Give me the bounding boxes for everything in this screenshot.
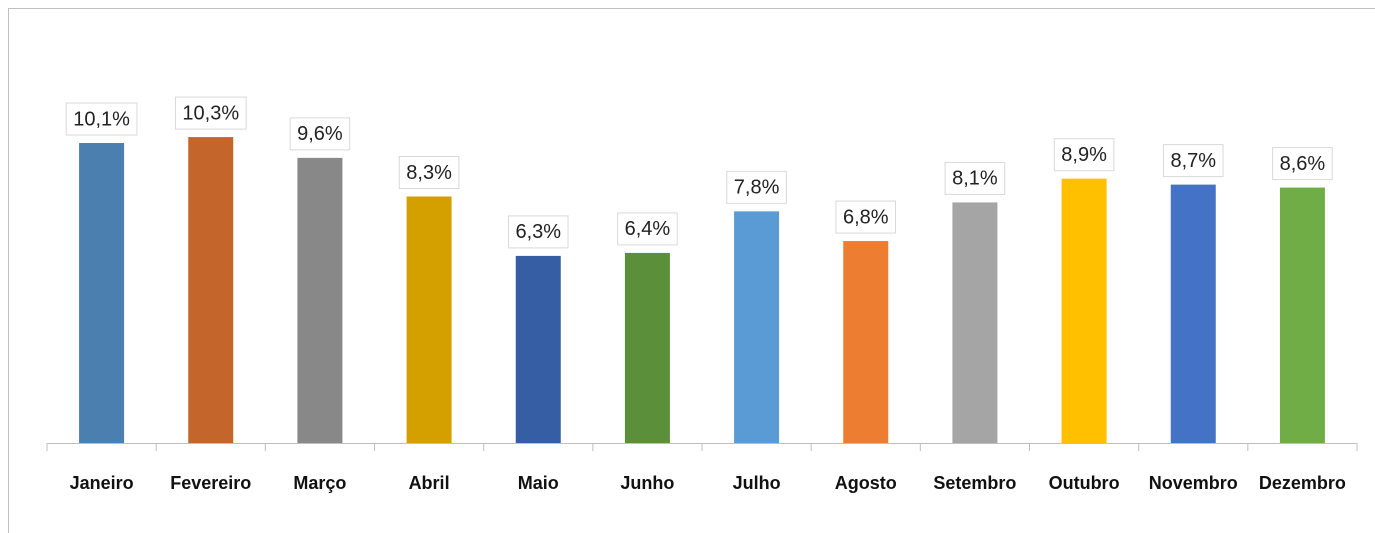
x-tick-label: Abril — [409, 473, 450, 493]
data-label-box — [835, 200, 897, 234]
bar — [1170, 184, 1216, 444]
data-label: 6,4% — [625, 218, 671, 240]
data-label-box — [944, 161, 1006, 195]
x-tick-label: Setembro — [933, 473, 1016, 493]
bar — [843, 241, 889, 443]
data-label: 7,8% — [734, 177, 780, 199]
data-label: 8,6% — [1280, 153, 1326, 175]
bar — [734, 211, 780, 443]
data-label-box — [1053, 138, 1115, 172]
data-label: 10,1% — [73, 108, 130, 130]
data-label-box — [726, 170, 787, 204]
x-tick-label: Julho — [733, 473, 781, 493]
data-label: 6,3% — [515, 221, 561, 243]
bar — [624, 252, 670, 443]
data-label-box — [617, 212, 678, 246]
data-label: 8,7% — [1170, 150, 1216, 172]
data-label-box — [507, 215, 569, 249]
x-tick-label: Novembro — [1149, 473, 1238, 493]
bar — [1061, 178, 1107, 444]
data-label: 9,6% — [297, 123, 343, 145]
chart-border — [8, 8, 1375, 533]
x-tick-label: Janeiro — [70, 473, 134, 493]
data-label-box — [65, 102, 138, 136]
data-label-box — [289, 117, 351, 151]
data-label: 8,9% — [1061, 144, 1107, 166]
x-tick-label: Outubro — [1049, 473, 1120, 493]
x-tick-label: Dezembro — [1259, 473, 1346, 493]
bar — [952, 202, 998, 443]
x-tick-label: Agosto — [835, 473, 897, 493]
x-tick-label: Março — [293, 473, 346, 493]
data-label-box — [1162, 144, 1224, 178]
data-label: 6,8% — [843, 206, 889, 228]
x-tick-label: Maio — [518, 473, 559, 493]
data-label-box — [1272, 147, 1333, 181]
bar — [515, 255, 561, 443]
bar — [79, 143, 125, 443]
x-tick-label: Fevereiro — [170, 473, 251, 493]
data-label: 10,3% — [182, 102, 239, 124]
data-label-box — [398, 155, 460, 189]
bar — [406, 196, 452, 443]
bar — [297, 157, 343, 443]
bar — [188, 137, 234, 443]
x-tick-label: Junho — [620, 473, 674, 493]
data-label: 8,3% — [406, 162, 452, 184]
data-label-box — [174, 96, 247, 130]
bar — [1279, 187, 1325, 443]
data-label: 8,1% — [952, 168, 998, 190]
